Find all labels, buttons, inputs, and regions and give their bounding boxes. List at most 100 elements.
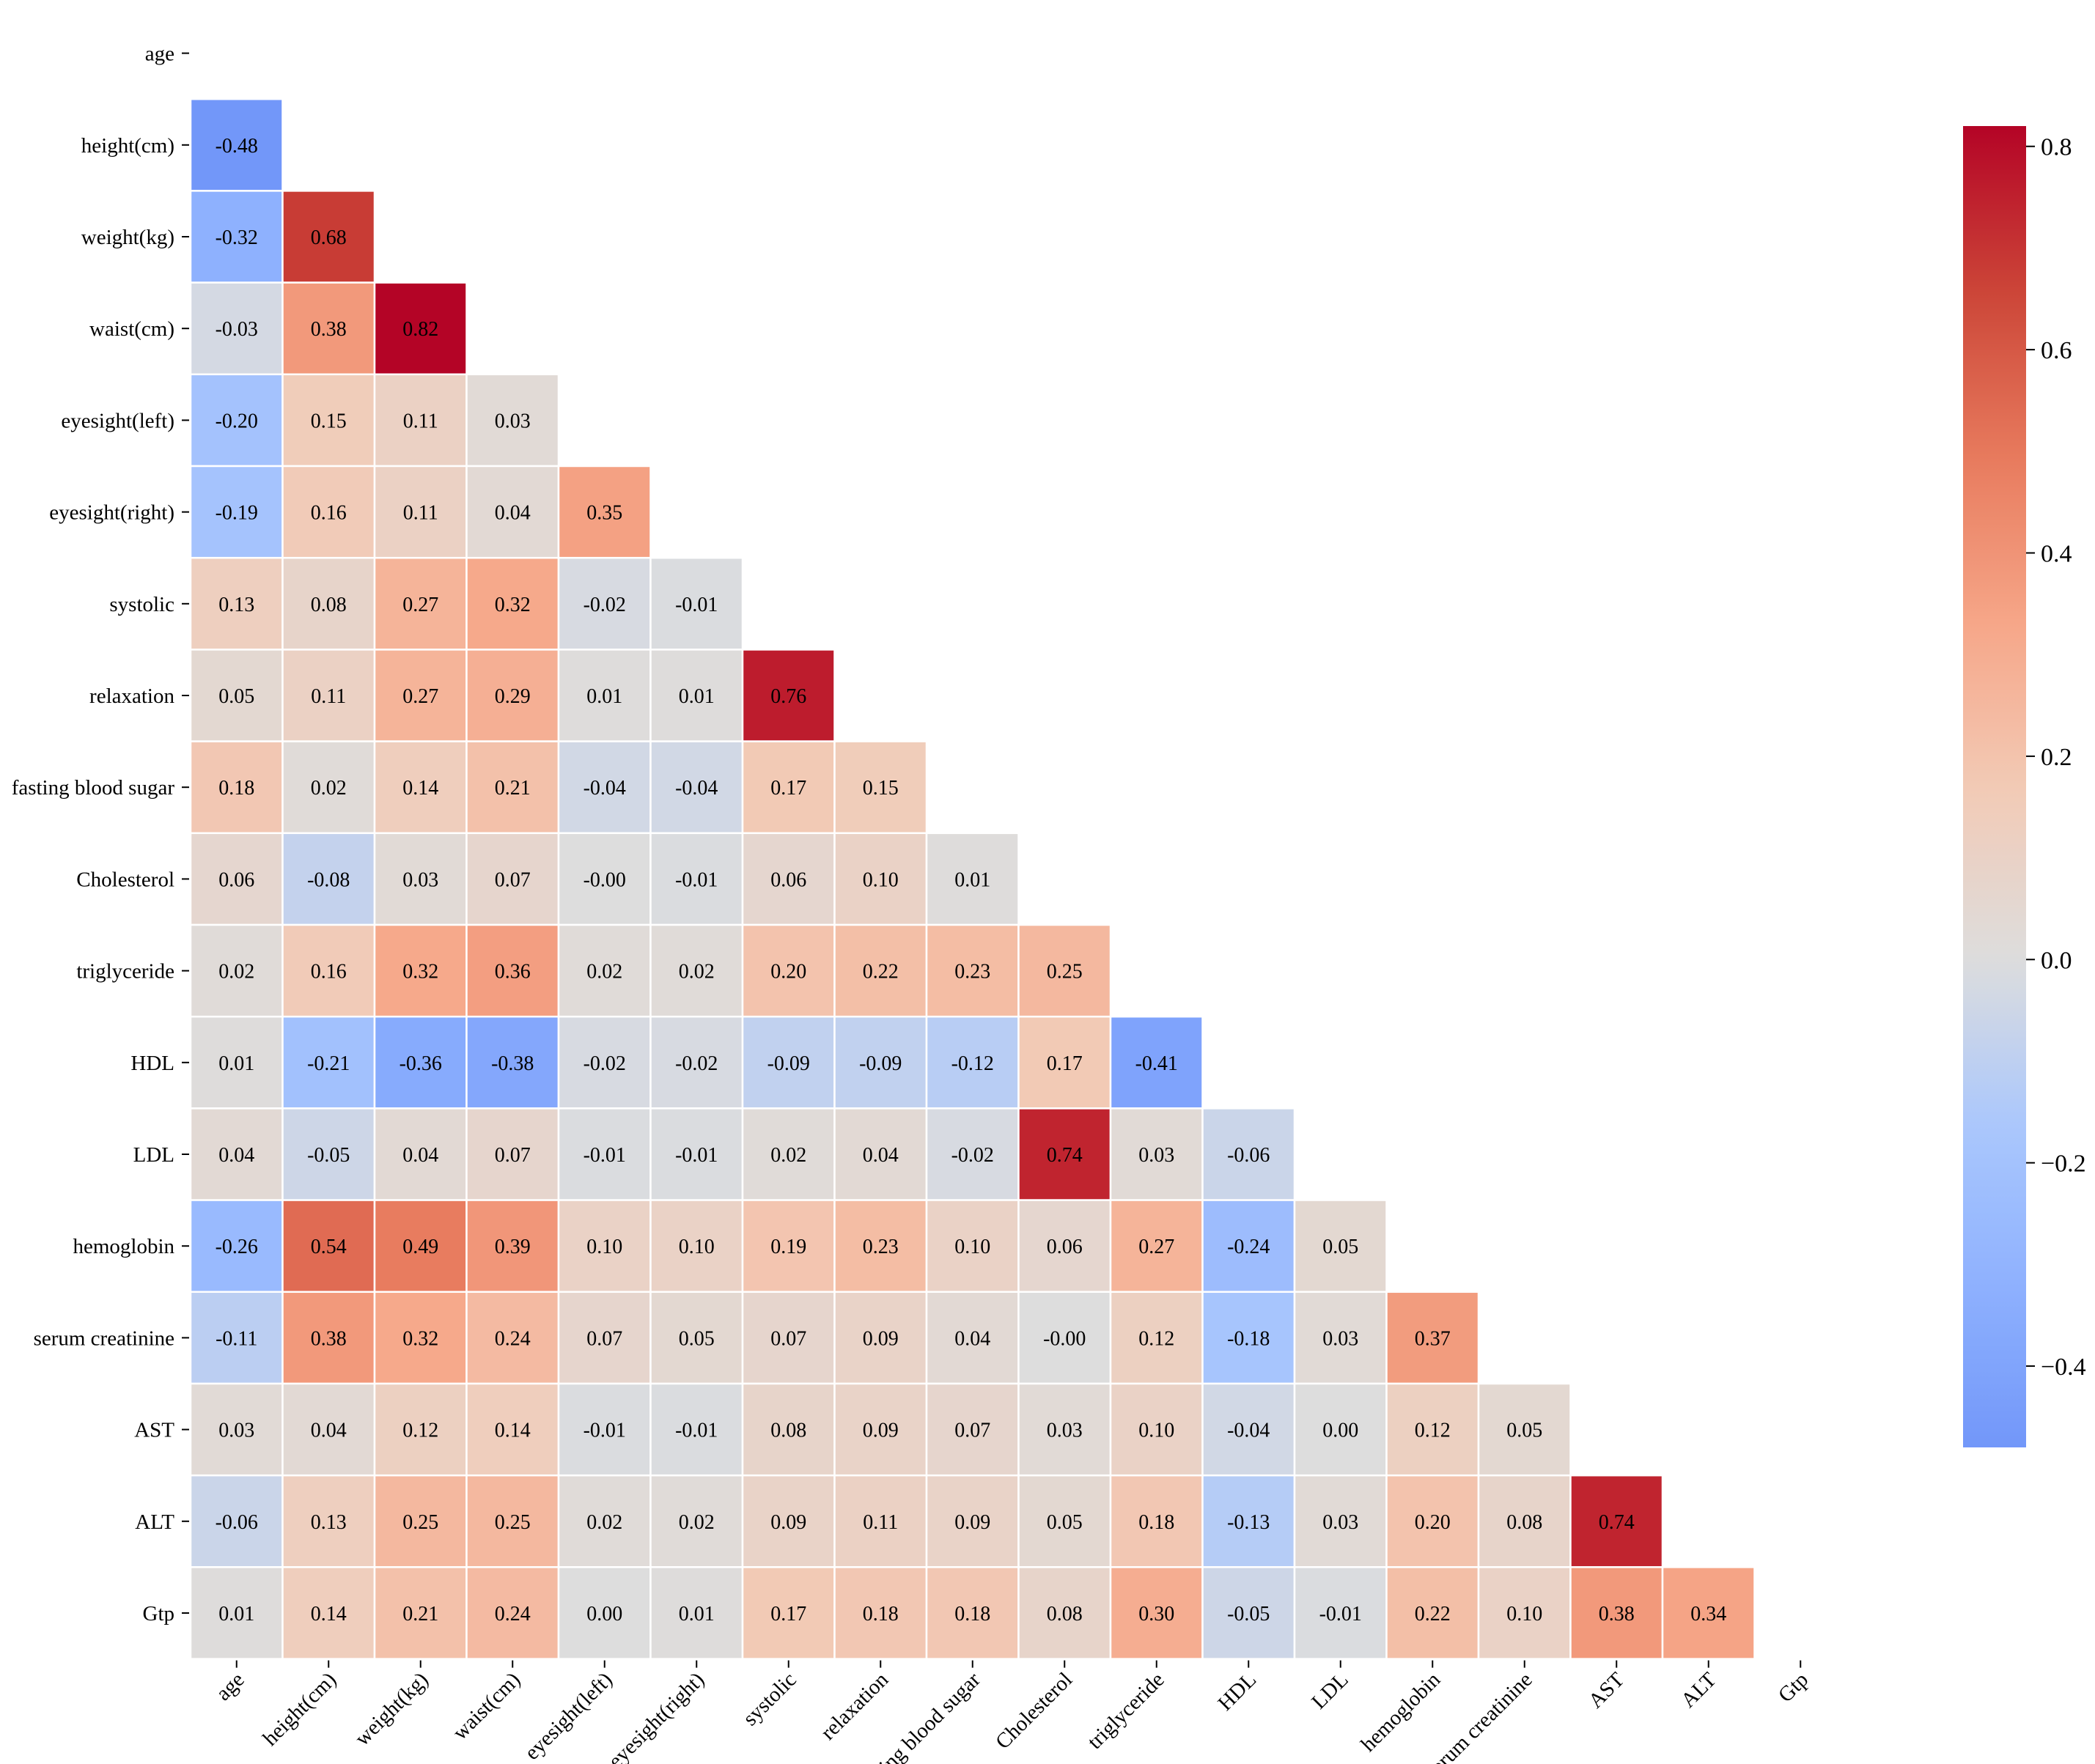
heatmap-cell [465,1199,560,1294]
y-tick-label: serum creatinine [34,1326,174,1350]
cell-value-label: 0.11 [403,410,438,432]
heatmap-cell [649,1474,744,1568]
cell-value-label: -0.09 [767,1052,810,1075]
y-tick-label: eyesight(left) [61,409,174,432]
cell-value-label: 0.32 [402,961,438,984]
cell-value-label: -0.24 [1227,1236,1270,1258]
heatmap-cell [281,1566,376,1660]
y-tick-label: waist(cm) [89,317,174,341]
y-tick-label: triglyceride [76,960,174,984]
cell-value-label: 0.09 [770,1511,806,1534]
heatmap-cell [373,1382,468,1477]
cell-value-label: 0.17 [1047,1052,1083,1075]
cell-value-label: 0.10 [586,1236,622,1258]
cell-value-label: 0.08 [311,594,347,616]
cell-value-label: 0.20 [770,961,806,984]
cell-value-label: 0.18 [1138,1511,1174,1534]
x-tick-label: LDL [1307,1668,1352,1713]
colorbar-tick-label: 0.4 [2041,541,2072,568]
cell-value-label: -0.18 [1227,1327,1270,1350]
heatmap-cell [281,190,376,284]
cell-value-label: 0.76 [770,685,806,708]
colorbar-tick-label: 0.2 [2041,744,2072,771]
cell-value-label: 0.16 [311,502,347,525]
x-tick-label: eyesight(right) [604,1668,709,1764]
x-tick-label: weight(kg) [350,1668,433,1751]
heatmap-cell [925,1474,1020,1568]
heatmap-cell [649,1291,744,1385]
cell-value-label: 0.74 [1599,1511,1635,1534]
x-tick-label: AST [1584,1668,1630,1713]
heatmap-cell [373,1107,468,1201]
y-axis-labels: age height(cm) weight(kg) waist(cm) eyesight… [12,43,189,1625]
heatmap-cell [281,1382,376,1477]
heatmap-cell [833,1291,928,1385]
cell-value-label: -0.09 [859,1052,902,1075]
cell-value-label: -0.02 [583,1052,626,1075]
cell-value-label: 0.14 [402,777,438,800]
cell-value-label: 0.01 [218,1603,254,1625]
cell-value-label: 0.01 [679,685,715,708]
heatmap-cell [1293,1199,1388,1294]
cell-value-label: 0.06 [1047,1236,1083,1258]
cell-value-label: -0.01 [675,1144,718,1167]
heatmap-cell [189,190,284,284]
heatmap-cell [189,1566,284,1660]
heatmap-cell [189,923,284,1018]
colorbar: 0.8 0.6 0.4 0.2 0.0 −0.2 −0.4 [1963,126,2086,1447]
heatmap-cell [373,1199,468,1294]
heatmap-cell [373,832,468,926]
y-tick-label: height(cm) [81,134,174,158]
colorbar-gradient [1963,126,2026,1447]
heatmap-cell [1109,1291,1204,1385]
y-tick-label: hemoglobin [73,1235,174,1258]
heatmap-cell [281,923,376,1018]
cell-value-label: 0.17 [770,777,806,800]
cell-value-label: 0.14 [311,1603,347,1625]
heatmap-cell [557,1382,652,1477]
cell-value-label: -0.05 [1227,1603,1270,1625]
y-tick-label: HDL [130,1052,174,1075]
cell-value-label: -0.20 [216,410,258,432]
heatmap-cell [741,1291,836,1385]
colorbar-tick-label: −0.2 [2041,1151,2086,1178]
heatmap-cell [925,1291,1020,1385]
cell-value-label: -0.19 [216,502,258,525]
x-tick-label: triglyceride [1083,1668,1169,1754]
cell-value-label: 0.11 [311,685,346,708]
heatmap-cell [741,1199,836,1294]
heatmap-cell [833,923,928,1018]
heatmap-cell [1109,1015,1204,1110]
cell-value-label: -0.04 [1227,1420,1270,1442]
x-tick-label: Cholesterol [991,1668,1077,1754]
cell-value-label: 0.37 [1415,1327,1451,1350]
heatmap-cell [925,1107,1020,1201]
heatmap-cell [649,1199,744,1294]
cell-value-label: 0.03 [495,410,531,432]
cell-value-label: 0.34 [1690,1603,1726,1625]
heatmap-cell [373,740,468,835]
cell-value-label: -0.01 [675,868,718,891]
cell-value-label: 0.13 [311,1511,347,1534]
heatmap-cell [1017,1107,1112,1201]
heatmap-cell [1293,1566,1388,1660]
y-tick-label: fasting blood sugar [12,776,175,800]
cell-value-label: 0.04 [218,1144,254,1167]
heatmap-cell [1201,1291,1296,1385]
cell-value-label: 0.38 [1599,1603,1635,1625]
cell-value-label: 0.03 [402,868,438,891]
heatmap-cell [465,923,560,1018]
y-tick-label: ALT [135,1510,174,1534]
heatmap-cell [1201,1107,1296,1201]
heatmap-cell [189,97,284,192]
heatmap-cell [1201,1474,1296,1568]
cell-value-label: -0.32 [216,226,258,249]
heatmap-cell [741,649,836,742]
heatmap-cell [741,1382,836,1477]
cell-value-label: 0.03 [1322,1511,1358,1534]
cell-value-label: -0.41 [1135,1052,1178,1075]
cell-value-label: 0.03 [1322,1327,1358,1350]
cell-value-label: 0.11 [403,502,438,525]
heatmap-cell [925,1015,1020,1110]
